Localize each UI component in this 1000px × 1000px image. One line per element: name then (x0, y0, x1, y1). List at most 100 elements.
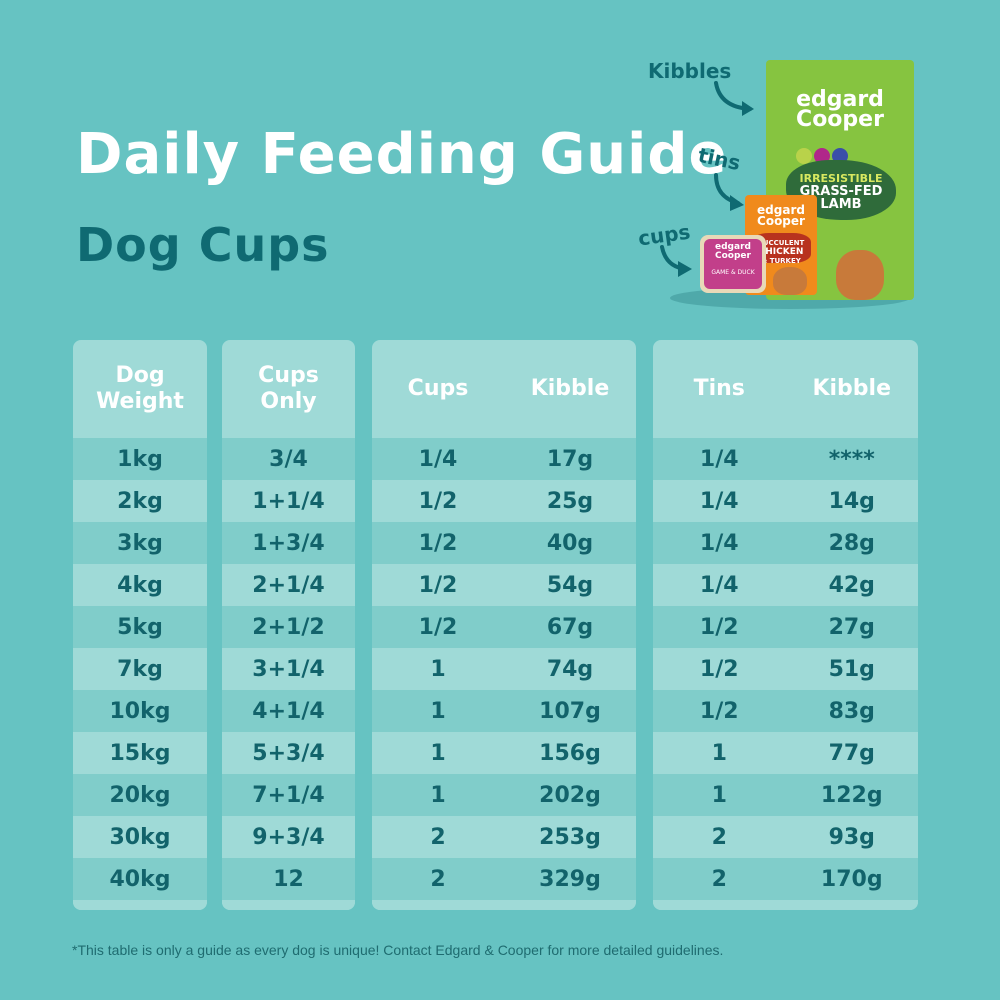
table-cell: 4+1/4 (252, 698, 325, 724)
table-cell: 1kg (117, 446, 163, 472)
table-cell: 1/2 (418, 530, 458, 556)
table-row: 1 74g (372, 648, 636, 690)
table-row: 1/4 42g (653, 564, 918, 606)
table-cell: 40g (546, 530, 594, 556)
table-row: 2 253g (372, 816, 636, 858)
table-cell: 1 (430, 782, 446, 808)
table-cell: 1/2 (418, 614, 458, 640)
table-footer-strip (372, 900, 636, 910)
table-row: 2 170g (653, 858, 918, 900)
table-row: 2 93g (653, 816, 918, 858)
table-row: 1 122g (653, 774, 918, 816)
table-cell: 42g (828, 572, 875, 598)
table-row: 1/2 40g (372, 522, 636, 564)
table-cell: 25g (546, 488, 594, 514)
table-row: 1/4 28g (653, 522, 918, 564)
bag-flavour: IRRESISTIBLE GRASS-FED LAMB (786, 172, 896, 211)
table-cell: 40kg (109, 866, 171, 892)
table-row: 3kg (73, 522, 207, 564)
header-tins: Tins (693, 376, 745, 401)
flavour-line-2: GRASS-FED (799, 184, 883, 199)
table-header: Tins Kibble (653, 340, 918, 438)
table-cell: 74g (546, 656, 594, 682)
table-cell: 1 (430, 740, 446, 766)
dog-weight-table: Dog Weight 1kg 2kg 3kg 4kg 5kg 7kg 10kg 15kg 20k… (73, 340, 207, 910)
cup-brand: edgard Cooper (704, 243, 762, 261)
table-header: Cups Kibble (372, 340, 636, 438)
table-cell: 2 (430, 866, 446, 892)
table-cell: 1+1/4 (252, 488, 325, 514)
table-cell: 20kg (109, 782, 171, 808)
table-row: 4kg (73, 564, 207, 606)
table-cell: 7+1/4 (252, 782, 325, 808)
tin-brand: edgard Cooper (745, 203, 817, 227)
table-row: 2 329g (372, 858, 636, 900)
table-row: 2+1/2 (222, 606, 355, 648)
table-footer-strip (653, 900, 918, 910)
table-cell: 27g (828, 614, 875, 640)
flavour-line-3: & TURKEY (761, 257, 801, 265)
table-cell: 4kg (117, 572, 163, 598)
table-row: 1 77g (653, 732, 918, 774)
table-row: 1/2 27g (653, 606, 918, 648)
table-row: 40kg (73, 858, 207, 900)
footnote: *This table is only a guide as every dog… (72, 942, 724, 958)
header-line-2: Only (260, 389, 317, 414)
table-row: 5kg (73, 606, 207, 648)
table-row: 2kg (73, 480, 207, 522)
table-row: 1kg (73, 438, 207, 480)
table-cell: 5kg (117, 614, 163, 640)
header-kibble: Kibble (812, 376, 892, 401)
product-illustration: Kibbles tins cups edgard Cooper IRRESIST… (630, 55, 930, 320)
tins-label: tins (695, 142, 743, 176)
table-cell: 3kg (117, 530, 163, 556)
table-cell: 67g (546, 614, 594, 640)
page-title: Daily Feeding Guide (76, 122, 728, 187)
table-cell: 2 (430, 824, 446, 850)
table-cell: 2 (711, 866, 727, 892)
dog-image (773, 267, 807, 295)
table-row: 3+1/4 (222, 648, 355, 690)
table-cell: 3+1/4 (252, 656, 325, 682)
bag-brand: edgard Cooper (766, 89, 914, 131)
table-cell: **** (828, 446, 875, 472)
table-footer-strip (222, 900, 355, 910)
table-row: 1 156g (372, 732, 636, 774)
table-cell: 83g (828, 698, 875, 724)
table-cell: 107g (539, 698, 601, 724)
header-line-1: Cups (258, 363, 319, 388)
brand-line-1: edgard (757, 203, 805, 217)
table-row: 1/4 17g (372, 438, 636, 480)
cups-only-table: Cups Only 3/4 1+1/4 1+3/4 2+1/4 2+1/2 3+1/4 4+… (222, 340, 355, 910)
table-cell: 122g (820, 782, 883, 808)
kibbles-label: Kibbles (648, 59, 732, 83)
table-cell: 77g (828, 740, 875, 766)
table-row: 1/2 54g (372, 564, 636, 606)
food-cup: edgard Cooper GAME & DUCK (700, 235, 766, 293)
header-kibble: Kibble (530, 376, 610, 401)
table-cell: 1/2 (699, 614, 739, 640)
table-cell: 1 (430, 656, 446, 682)
table-cell: 30kg (109, 824, 171, 850)
table-cell: 2+1/2 (252, 614, 325, 640)
table-cell: 54g (546, 572, 594, 598)
table-row: 5+3/4 (222, 732, 355, 774)
table-cell: 15kg (109, 740, 171, 766)
table-row: 1 107g (372, 690, 636, 732)
table-cell: 1/2 (699, 698, 739, 724)
table-cell: 2 (711, 824, 727, 850)
table-row: 7kg (73, 648, 207, 690)
table-cell: 5+3/4 (252, 740, 325, 766)
apple-icon (796, 148, 812, 164)
table-body: 1kg 2kg 3kg 4kg 5kg 7kg 10kg 15kg 20kg 30kg 40kg (73, 438, 207, 910)
table-row: 1/4 14g (653, 480, 918, 522)
table-row: 10kg (73, 690, 207, 732)
table-cell: 3/4 (269, 446, 308, 472)
table-cell: 156g (539, 740, 601, 766)
table-cell: 1 (711, 782, 727, 808)
table-cell: 1 (430, 698, 446, 724)
table-cell: 1/2 (418, 488, 458, 514)
table-cell: 253g (539, 824, 601, 850)
table-cell: 1 (711, 740, 727, 766)
table-cell: 51g (828, 656, 875, 682)
